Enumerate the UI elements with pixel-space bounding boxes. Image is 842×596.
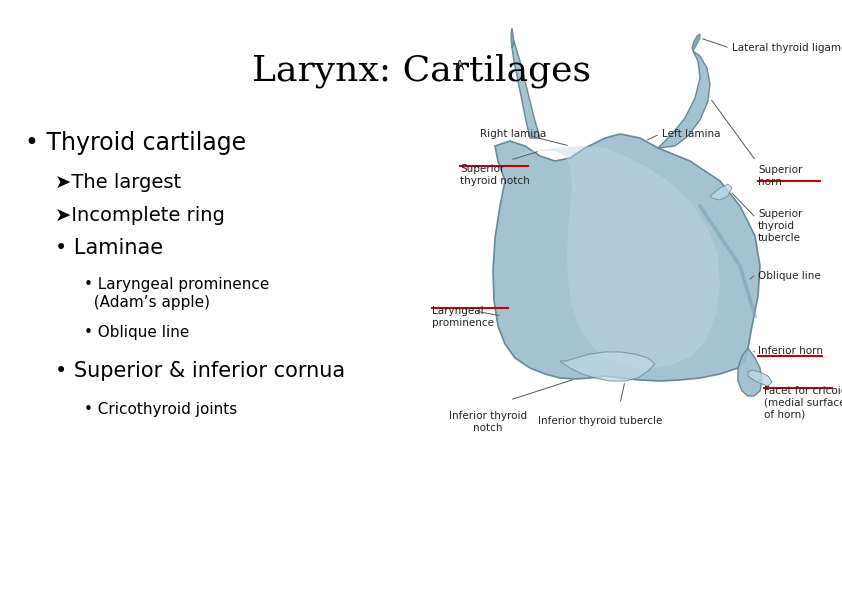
Polygon shape [738,348,762,396]
Text: • Cricothyroid joints: • Cricothyroid joints [84,402,237,417]
Text: Superior
horn: Superior horn [758,165,802,187]
Text: Lateral thyroid ligaments: Lateral thyroid ligaments [732,43,842,53]
Polygon shape [748,370,772,386]
Text: • Laminae: • Laminae [55,238,163,259]
Polygon shape [511,28,514,48]
Text: Left lamina: Left lamina [662,129,721,139]
Text: • Oblique line: • Oblique line [84,325,189,340]
Text: Larynx: Cartilages: Larynx: Cartilages [252,54,590,88]
Text: Superior
thyroid notch: Superior thyroid notch [460,164,530,185]
Text: ➤Incomplete ring: ➤Incomplete ring [55,206,225,225]
Polygon shape [692,34,700,51]
Polygon shape [512,41,540,138]
Text: Facet for cricoid
(medial surface
of horn): Facet for cricoid (medial surface of hor… [764,386,842,419]
Text: Right lamina: Right lamina [480,129,546,139]
Text: ➤The largest: ➤The largest [55,173,181,192]
Polygon shape [560,352,655,381]
Text: • Superior & inferior cornua: • Superior & inferior cornua [55,361,345,381]
Text: Oblique line: Oblique line [758,271,821,281]
Text: • Laryngeal prominence
  (Adam’s apple): • Laryngeal prominence (Adam’s apple) [84,277,269,309]
Text: A: A [455,59,465,73]
Text: Inferior thyroid tubercle: Inferior thyroid tubercle [538,416,662,426]
Polygon shape [493,134,760,381]
Text: Laryngeal
prominence: Laryngeal prominence [432,306,494,328]
Text: Superior
thyroid
tubercle: Superior thyroid tubercle [758,209,802,243]
Text: Inferior horn: Inferior horn [758,346,823,356]
Text: • Thyroid cartilage: • Thyroid cartilage [25,131,247,155]
Polygon shape [510,146,720,368]
Polygon shape [710,184,732,200]
Polygon shape [658,51,710,148]
Text: Inferior thyroid
notch: Inferior thyroid notch [449,411,527,433]
